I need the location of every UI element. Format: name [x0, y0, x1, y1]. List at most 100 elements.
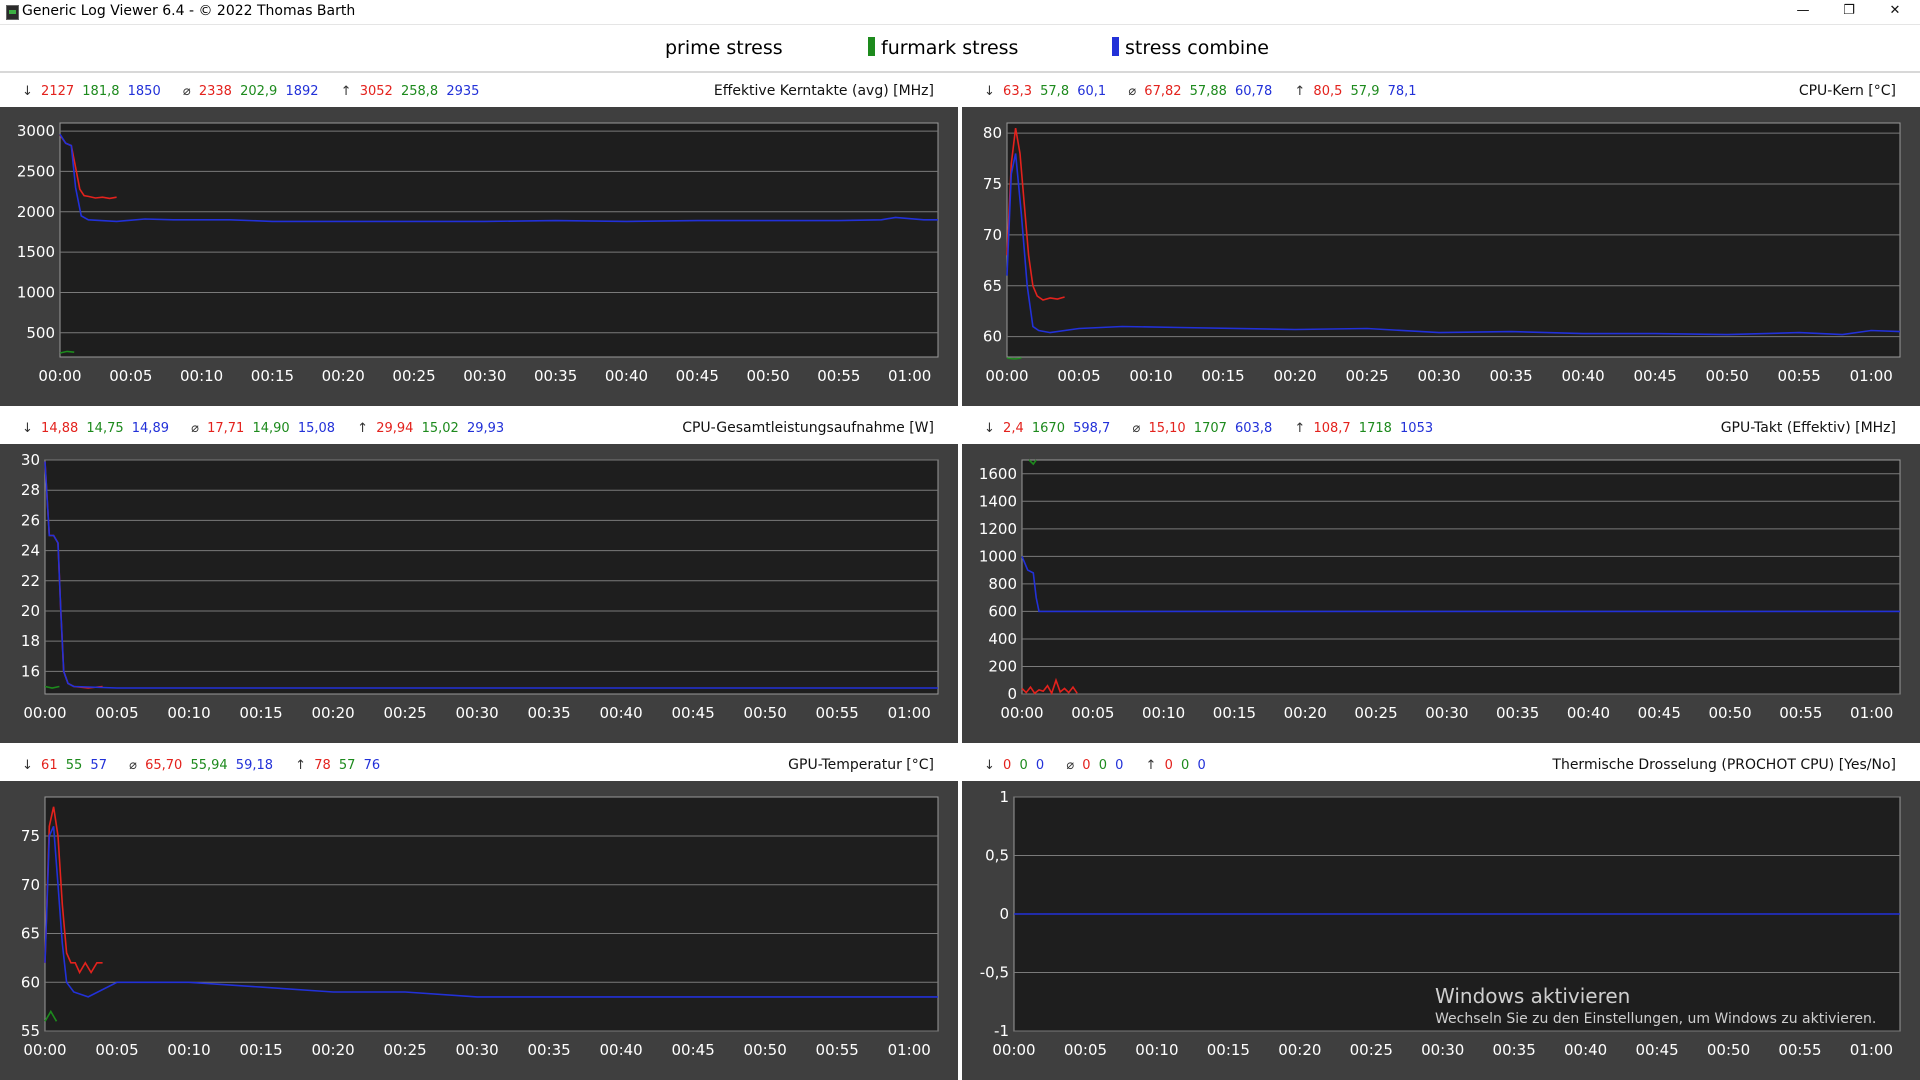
y-tick-label: 1000 [979, 547, 1017, 565]
x-tick-label: 00:30 [1425, 704, 1468, 722]
legend-swatch-combine [1112, 37, 1119, 56]
windows-activation-subtitle: Wechseln Sie zu den Einstellungen, um Wi… [1435, 1011, 1877, 1027]
series-line-stress-combine [1006, 153, 1901, 336]
y-tick-label: 22 [21, 572, 40, 590]
panel-stats: ↓ 61 55 57 ⌀ 65,70 55,94 59,18 ↑ 78 57 7… [22, 758, 381, 773]
series-line-stress-combine [59, 133, 938, 223]
chart-panel-cpu-power: ↓ 14,88 14,75 14,89 ⌀ 17,71 14,90 15,08 … [0, 410, 958, 743]
panel-header: ↓ 14,88 14,75 14,89 ⌀ 17,71 14,90 15,08 … [0, 410, 958, 444]
y-tick-label: 80 [983, 124, 1002, 142]
y-tick-label: 0,5 [985, 847, 1009, 865]
panel-stats: ↓ 0 0 0 ⌀ 0 0 0 ↑ 0 0 0 [984, 758, 1206, 773]
chart-panel-cpu-temp: ↓ 63,3 57,8 60,1 ⌀ 67,82 57,88 60,78 ↑ 8… [962, 73, 1920, 406]
x-tick-label: 00:00 [1000, 704, 1043, 722]
y-tick-label: 65 [21, 925, 40, 943]
x-tick-label: 01:00 [888, 1041, 931, 1059]
x-tick-label: 00:20 [322, 367, 365, 385]
y-tick-label: 70 [21, 876, 40, 894]
chart-plot[interactable]: -1 -0,5 0 0,5 1 00:00 00:05 00:10 00:15 00:20 00:2… [962, 781, 1920, 1080]
y-tick-label: 20 [21, 602, 40, 620]
x-tick-label: 01:00 [888, 704, 931, 722]
x-tick-label: 00:45 [672, 1041, 715, 1059]
panel-header: ↓ 61 55 57 ⌀ 65,70 55,94 59,18 ↑ 78 57 7… [0, 747, 958, 781]
y-tick-label: 1200 [979, 520, 1017, 538]
x-tick-label: 00:10 [167, 1041, 210, 1059]
chart-plot[interactable]: 500 1000 1500 2000 2500 3000 00:00 00:05 00:10 00… [0, 107, 958, 406]
x-tick-label: 00:10 [1142, 704, 1185, 722]
y-tick-label: 2000 [17, 203, 55, 221]
x-tick-label: 00:45 [1638, 704, 1681, 722]
x-tick-label: 00:25 [1350, 1041, 1393, 1059]
series-line-stress-combine [44, 461, 938, 689]
x-tick-label: 00:15 [1213, 704, 1256, 722]
x-tick-label: 00:55 [816, 704, 859, 722]
x-tick-label: 00:55 [1778, 367, 1821, 385]
legend-furmark-stress[interactable]: furmark stress [868, 37, 1018, 59]
x-tick-label: 00:10 [1135, 1041, 1178, 1059]
plot-border [59, 122, 939, 358]
y-tick-label: -1 [994, 1022, 1009, 1040]
plot-area [60, 123, 938, 357]
close-button[interactable]: ✕ [1889, 3, 1901, 18]
chart-plot[interactable]: 0 200 400 600 800 1000 1200 1400 1600 00:00 00:05 0… [962, 444, 1920, 743]
x-tick-label: 01:00 [1850, 367, 1893, 385]
x-tick-label: 00:15 [251, 367, 294, 385]
x-tick-label: 00:35 [1489, 367, 1532, 385]
x-tick-label: 00:20 [311, 1041, 354, 1059]
x-tick-label: 00:15 [239, 704, 282, 722]
y-tick-label: 65 [983, 277, 1002, 295]
y-tick-label: 2500 [17, 162, 55, 180]
x-tick-label: 00:30 [463, 367, 506, 385]
x-tick-label: 00:00 [23, 704, 66, 722]
panel-header: ↓ 2,4 1670 598,7 ⌀ 15,10 1707 603,8 ↑ 10… [962, 410, 1920, 444]
y-tick-label: 16 [21, 662, 40, 680]
panel-title: GPU-Takt (Effektiv) [MHz] [1720, 420, 1896, 436]
maximize-button[interactable]: ❐ [1843, 3, 1855, 18]
minimize-button[interactable]: — [1796, 3, 1810, 18]
x-tick-label: 00:25 [392, 367, 435, 385]
title-bar: Generic Log Viewer 6.4 - © 2022 Thomas B… [0, 0, 1920, 25]
x-tick-label: 00:35 [534, 367, 577, 385]
chart-plot[interactable]: 55 60 65 70 75 00:00 00:05 00:10 00:15 00:20 00:25… [0, 781, 958, 1080]
x-tick-label: 00:40 [1564, 1041, 1607, 1059]
legend-stress-combine[interactable]: stress combine [1112, 37, 1269, 59]
x-tick-label: 00:30 [1421, 1041, 1464, 1059]
y-tick-label: 18 [21, 632, 40, 650]
y-tick-label: -0,5 [980, 964, 1009, 982]
chart-plot[interactable]: 16 18 20 22 24 26 28 30 00:00 00:05 00:10 00:15 00:2… [0, 444, 958, 743]
chart-panel-gpu-clock: ↓ 2,4 1670 598,7 ⌀ 15,10 1707 603,8 ↑ 10… [962, 410, 1920, 743]
y-tick-label: 0 [999, 905, 1009, 923]
y-tick-label: 500 [26, 324, 55, 342]
app-icon [6, 5, 19, 20]
x-tick-label: 00:50 [1707, 1041, 1750, 1059]
x-tick-label: 00:20 [1284, 704, 1327, 722]
y-tick-label: 60 [21, 973, 40, 991]
x-tick-label: 00:45 [672, 704, 715, 722]
x-tick-label: 00:50 [744, 704, 787, 722]
x-tick-label: 00:05 [1064, 1041, 1107, 1059]
x-tick-label: 00:05 [95, 1041, 138, 1059]
legend-prime-stress[interactable]: prime stress [652, 37, 783, 59]
series-line-furmark-stress [44, 1009, 58, 1022]
x-tick-label: 00:10 [180, 367, 223, 385]
chart-plot[interactable]: 60 65 70 75 80 00:00 00:05 00:10 00:15 00:20 00:25… [962, 107, 1920, 406]
x-tick-label: 00:30 [455, 1041, 498, 1059]
series-line-furmark-stress [59, 350, 75, 354]
y-tick-label: 3000 [17, 122, 55, 140]
y-tick-label: 0 [1007, 685, 1017, 703]
windows-activation-title: Windows aktivieren [1435, 984, 1631, 1008]
y-tick-label: 1 [999, 788, 1009, 806]
series-line-furmark-stress [1028, 459, 1037, 466]
x-tick-label: 00:10 [1129, 367, 1172, 385]
x-tick-label: 00:25 [383, 1041, 426, 1059]
x-tick-label: 00:40 [600, 1041, 643, 1059]
x-tick-label: 00:20 [1278, 1041, 1321, 1059]
x-tick-label: 00:50 [1708, 704, 1751, 722]
x-tick-label: 01:00 [1850, 1041, 1893, 1059]
x-tick-label: 00:35 [1496, 704, 1539, 722]
x-tick-label: 00:00 [985, 367, 1028, 385]
x-tick-label: 00:00 [38, 367, 81, 385]
window-title: Generic Log Viewer 6.4 - © 2022 Thomas B… [22, 3, 356, 19]
panel-title: CPU-Gesamtleistungsaufnahme [W] [682, 420, 934, 436]
y-tick-label: 30 [21, 451, 40, 469]
